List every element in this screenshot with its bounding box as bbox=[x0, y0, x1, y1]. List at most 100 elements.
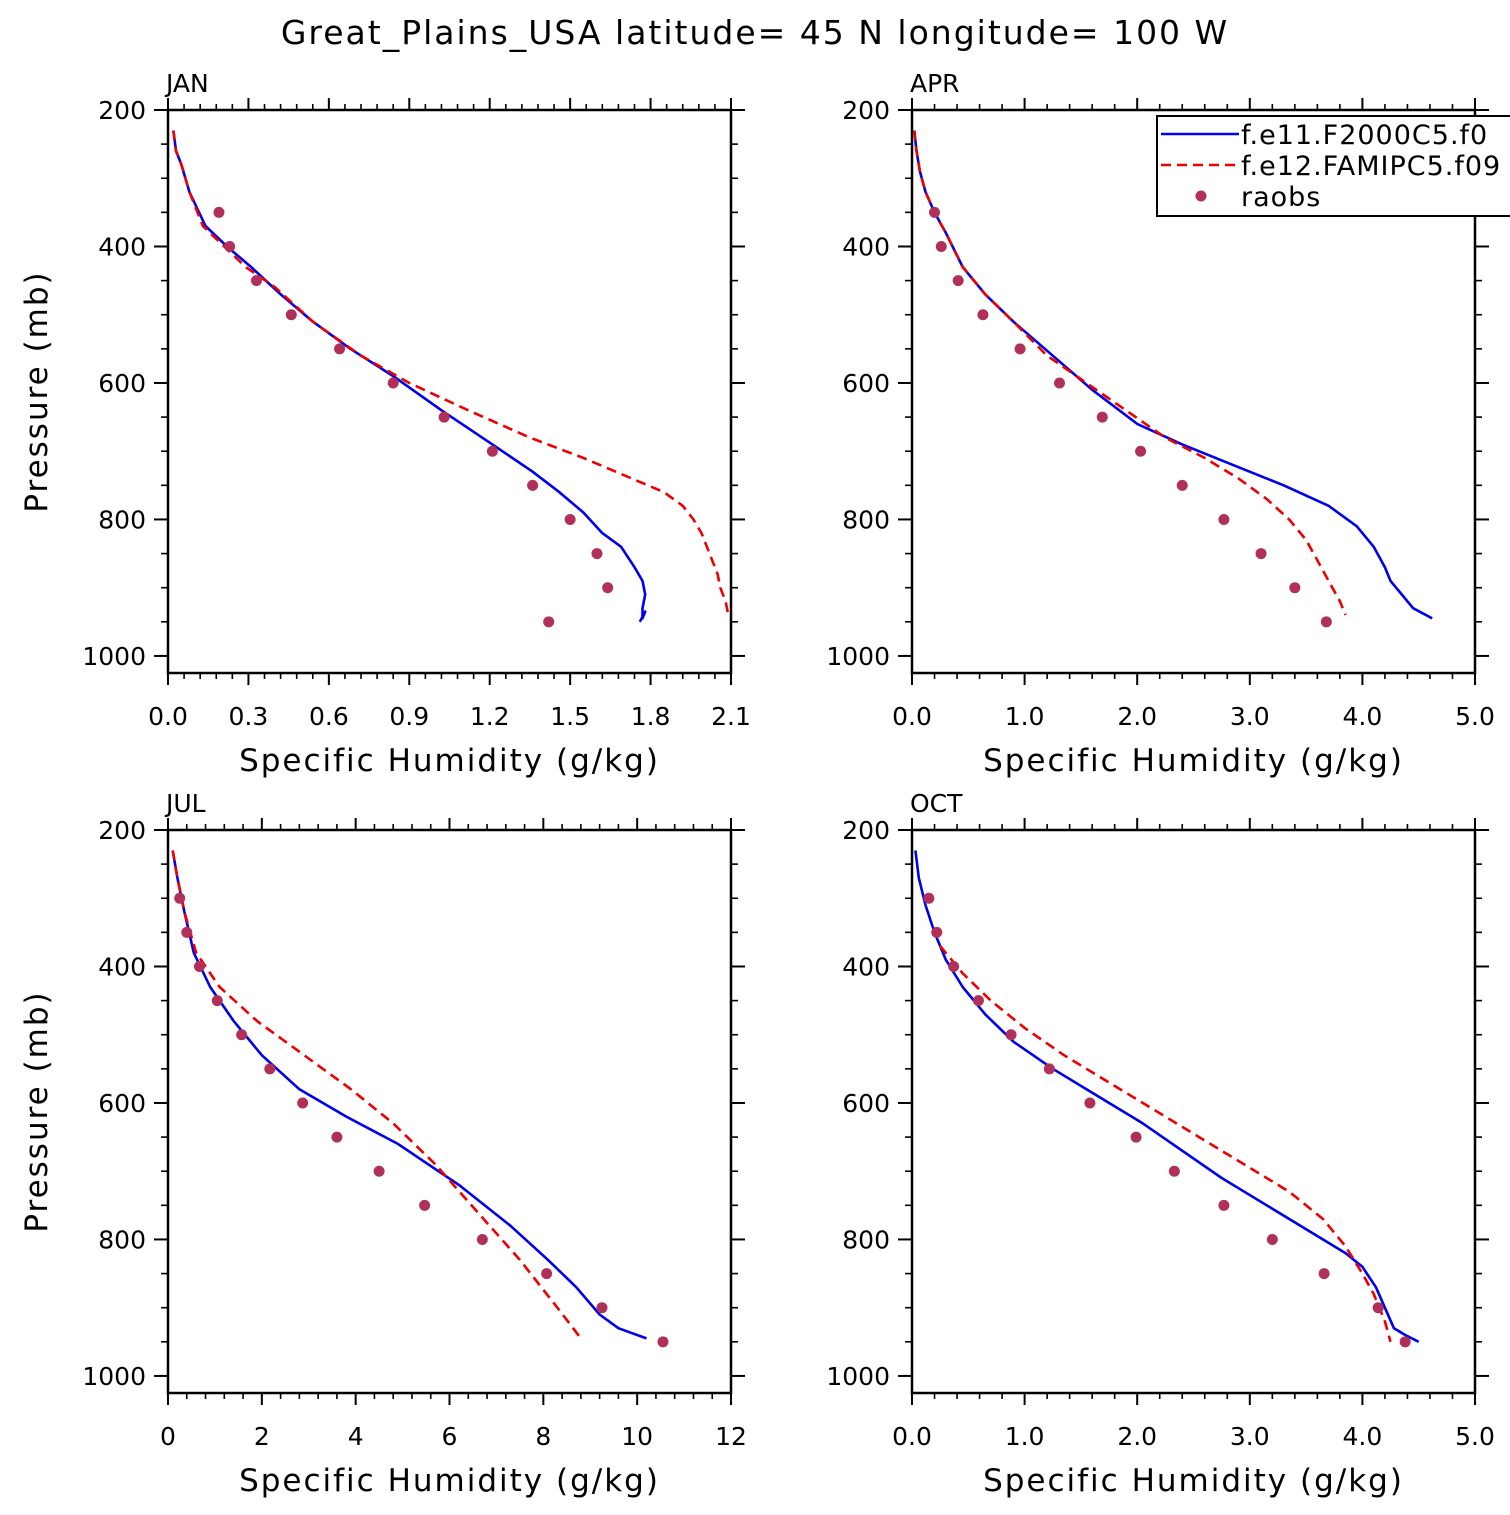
raobs-point bbox=[419, 1199, 431, 1211]
raobs-point bbox=[1014, 343, 1026, 355]
y-tick-label: 800 bbox=[842, 505, 890, 534]
x-tick-label: 5.0 bbox=[1455, 702, 1495, 731]
x-tick-label: 0.6 bbox=[309, 702, 349, 731]
y-tick-label: 200 bbox=[842, 816, 890, 845]
raobs-point bbox=[1399, 1336, 1411, 1348]
raobs-point bbox=[1255, 548, 1267, 560]
model1-line bbox=[171, 850, 647, 1340]
raobs-point bbox=[250, 275, 262, 287]
x-axis-label: Specific Humidity (g/kg) bbox=[239, 1463, 660, 1499]
y-tick-label: 800 bbox=[842, 1225, 890, 1254]
panel-jul: 0 2 4 6 8 10 12 200 400 600 800 1000 JUL Specific Hum… bbox=[19, 789, 747, 1499]
raobs-point bbox=[213, 206, 225, 218]
raobs-point bbox=[596, 1302, 608, 1314]
raobs-point bbox=[334, 343, 346, 355]
raobs-point bbox=[931, 926, 943, 938]
raobs-point bbox=[211, 995, 223, 1007]
x-tick-label: 6 bbox=[442, 1422, 458, 1451]
raobs-point bbox=[972, 995, 984, 1007]
x-tick-label: 1.0 bbox=[1005, 1422, 1045, 1451]
x-tick-label: 8 bbox=[535, 1422, 551, 1451]
x-tick-label: 3.0 bbox=[1230, 702, 1270, 731]
raobs-point bbox=[564, 513, 576, 525]
panel-apr: 0.0 1.0 2.0 3.0 4.0 5.0 200 400 600 800 1000 APR Spe… bbox=[826, 69, 1495, 779]
y-tick-label: 400 bbox=[98, 232, 146, 261]
model1-line bbox=[172, 130, 647, 623]
x-tick-label: 4.0 bbox=[1343, 702, 1383, 731]
raobs-point bbox=[591, 548, 603, 560]
raobs-point bbox=[1084, 1097, 1096, 1109]
y-axis-label: Pressure (mb) bbox=[19, 270, 55, 512]
x-tick-label: 0.0 bbox=[892, 702, 932, 731]
panel-title: JUL bbox=[164, 789, 206, 818]
y-tick-label: 400 bbox=[98, 952, 146, 981]
raobs-point bbox=[929, 206, 941, 218]
x-tick-label: 0.0 bbox=[148, 702, 188, 731]
raobs-point bbox=[657, 1336, 669, 1348]
x-tick-label: 5.0 bbox=[1455, 1422, 1495, 1451]
x-tick-label: 12 bbox=[715, 1422, 747, 1451]
y-tick-label: 200 bbox=[98, 96, 146, 125]
y-tick-label: 800 bbox=[98, 505, 146, 534]
raobs-point bbox=[438, 411, 450, 423]
panel-title: JAN bbox=[164, 69, 209, 98]
raobs-point bbox=[285, 309, 297, 321]
raobs-point bbox=[977, 309, 989, 321]
figure-title: Great_Plains_USA latitude= 45 N longitud… bbox=[281, 13, 1229, 52]
y-tick-label: 1000 bbox=[826, 642, 890, 671]
panel-jan: 0.0 0.3 0.6 0.9 1.2 1.5 1.8 2.1 200 400 600 800 1000… bbox=[19, 69, 751, 779]
y-axis-label: Pressure (mb) bbox=[19, 990, 55, 1232]
x-tick-label: 2.0 bbox=[1117, 1422, 1157, 1451]
legend-marker bbox=[1195, 190, 1207, 202]
x-tick-label: 0.3 bbox=[229, 702, 269, 731]
raobs-point bbox=[541, 1268, 553, 1280]
x-axis-label: Specific Humidity (g/kg) bbox=[983, 743, 1404, 779]
x-tick-label: 3.0 bbox=[1230, 1422, 1270, 1451]
raobs-point bbox=[1168, 1165, 1180, 1177]
x-tick-label: 1.5 bbox=[550, 702, 590, 731]
y-tick-label: 200 bbox=[98, 816, 146, 845]
x-tick-label: 0.9 bbox=[389, 702, 429, 731]
raobs-point bbox=[264, 1063, 276, 1075]
raobs-point bbox=[1289, 582, 1301, 594]
raobs-point bbox=[331, 1131, 343, 1143]
y-tick-label: 600 bbox=[842, 369, 890, 398]
y-tick-label: 200 bbox=[842, 96, 890, 125]
raobs-point bbox=[1218, 1199, 1230, 1211]
raobs-point bbox=[935, 240, 947, 252]
raobs-point bbox=[297, 1097, 309, 1109]
x-tick-label: 1.0 bbox=[1005, 702, 1045, 731]
raobs-point bbox=[181, 926, 193, 938]
y-tick-label: 1000 bbox=[82, 1362, 146, 1391]
legend-label: f.e12.FAMIPC5.f09 bbox=[1241, 151, 1501, 182]
raobs-point bbox=[952, 275, 964, 287]
raobs-point bbox=[1135, 445, 1147, 457]
x-tick-label: 0.0 bbox=[892, 1422, 932, 1451]
model2-line bbox=[172, 130, 730, 616]
raobs-point bbox=[1266, 1233, 1278, 1245]
x-axis-label: Specific Humidity (g/kg) bbox=[239, 743, 660, 779]
panel-title: OCT bbox=[910, 789, 963, 818]
raobs-point bbox=[1043, 1063, 1055, 1075]
raobs-point bbox=[236, 1029, 248, 1041]
legend-label: f.e11.F2000C5.f0 bbox=[1241, 120, 1488, 151]
legend-label: raobs bbox=[1241, 182, 1321, 213]
y-tick-label: 1000 bbox=[82, 642, 146, 671]
y-tick-label: 1000 bbox=[826, 1362, 890, 1391]
panel-oct: 0.0 1.0 2.0 3.0 4.0 5.0 200 400 600 800 1000 OCT Spe… bbox=[826, 789, 1495, 1499]
x-axis-label: Specific Humidity (g/kg) bbox=[983, 1463, 1404, 1499]
raobs-point bbox=[387, 377, 399, 389]
x-tick-label: 0 bbox=[160, 1422, 176, 1451]
y-tick-label: 600 bbox=[98, 369, 146, 398]
x-tick-label: 4.0 bbox=[1343, 1422, 1383, 1451]
raobs-point bbox=[486, 445, 498, 457]
x-tick-label: 2 bbox=[254, 1422, 270, 1451]
model2-line bbox=[939, 945, 1392, 1343]
raobs-point bbox=[602, 582, 614, 594]
raobs-point bbox=[1318, 1268, 1330, 1280]
raobs-point bbox=[476, 1233, 488, 1245]
y-tick-label: 600 bbox=[842, 1089, 890, 1118]
panel-title: APR bbox=[910, 69, 960, 98]
